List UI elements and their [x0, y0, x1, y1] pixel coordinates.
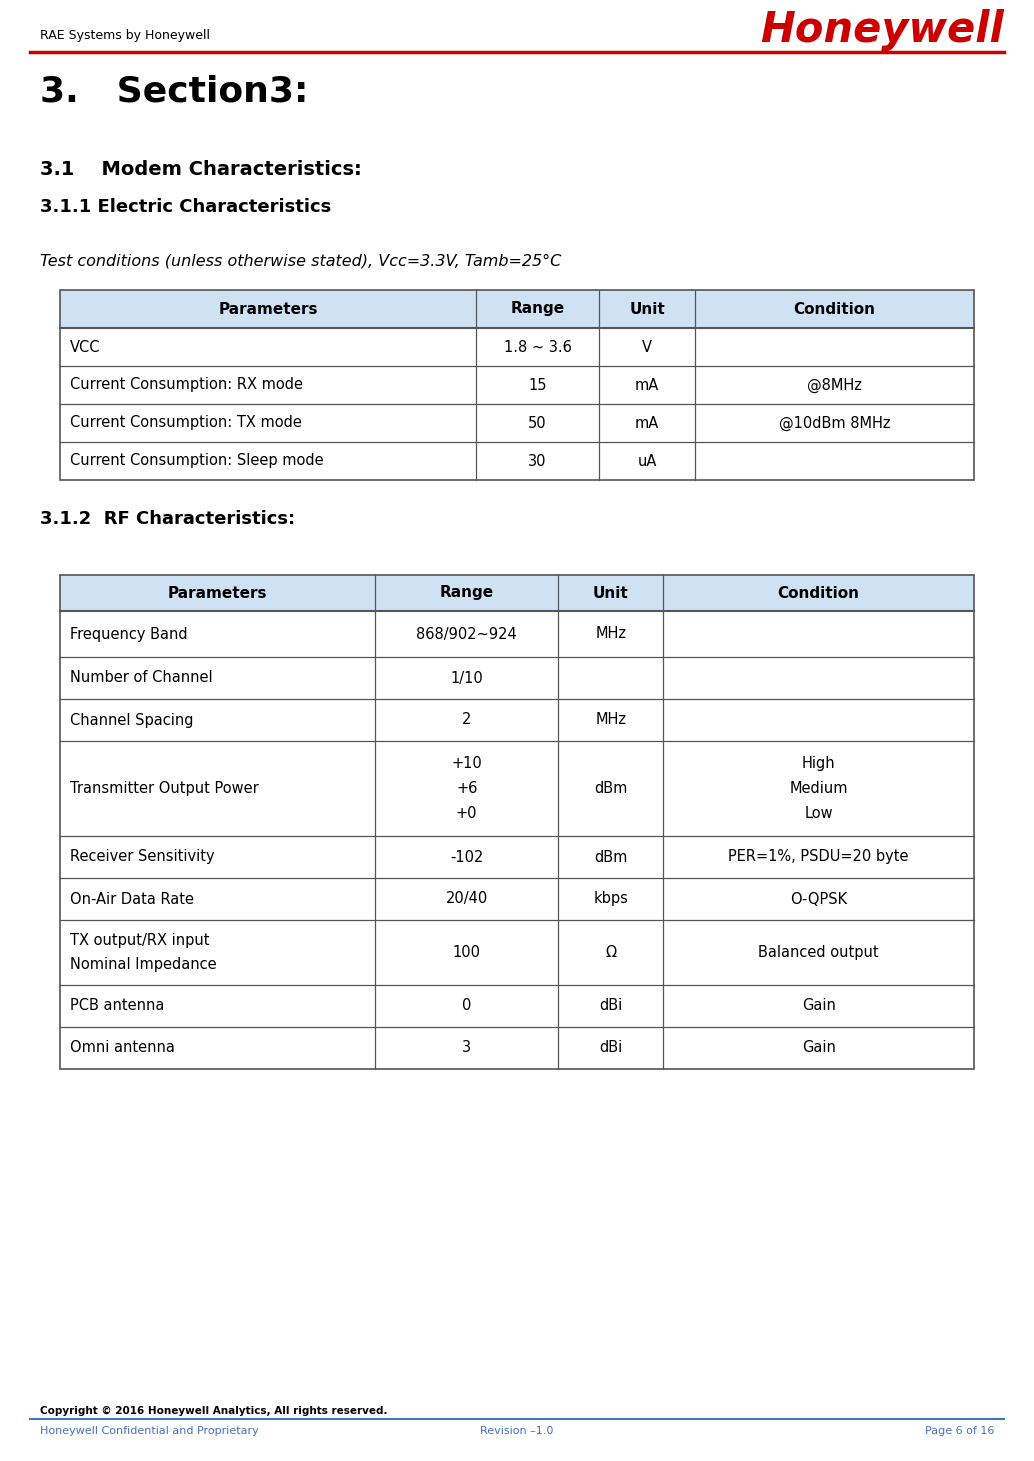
Text: 3.   Section3:: 3. Section3: [40, 75, 308, 110]
Text: Ω: Ω [605, 945, 616, 960]
Bar [60, 367, 974, 405]
Bar [60, 741, 974, 836]
Text: 0: 0 [462, 998, 472, 1014]
Text: Unit: Unit [630, 301, 665, 317]
Text: dBm: dBm [594, 849, 628, 865]
Bar [60, 1027, 974, 1069]
Text: Parameters: Parameters [168, 586, 268, 600]
Text: Range: Range [439, 586, 494, 600]
Text: Transmitter Output Power: Transmitter Output Power [70, 782, 258, 796]
Text: 100: 100 [453, 945, 481, 960]
Text: PCB antenna: PCB antenna [70, 998, 164, 1014]
Text: TX output/RX input: TX output/RX input [70, 934, 210, 948]
Text: Balanced output: Balanced output [758, 945, 879, 960]
Text: Test conditions (unless otherwise stated), Vcc=3.3V, Tamb=25°C: Test conditions (unless otherwise stated… [40, 254, 561, 269]
Bar [60, 611, 974, 657]
Text: PER=1%, PSDU=20 byte: PER=1%, PSDU=20 byte [728, 849, 909, 865]
Text: Honeywell Confidential and Proprietary: Honeywell Confidential and Proprietary [40, 1426, 258, 1436]
Text: 2: 2 [462, 713, 472, 728]
Text: 15: 15 [528, 377, 547, 393]
Text: Copyright © 2016 Honeywell Analytics, All rights reserved.: Copyright © 2016 Honeywell Analytics, Al… [40, 1405, 388, 1416]
Text: Page 6 of 16: Page 6 of 16 [924, 1426, 994, 1436]
Bar [60, 289, 974, 329]
Text: 3.1.2  RF Characteristics:: 3.1.2 RF Characteristics: [40, 510, 295, 527]
Text: Channel Spacing: Channel Spacing [70, 713, 193, 728]
Bar [60, 576, 974, 611]
Text: 30: 30 [528, 453, 547, 469]
Text: Current Consumption: TX mode: Current Consumption: TX mode [70, 415, 302, 431]
Text: 1/10: 1/10 [451, 671, 483, 685]
Text: RAE Systems by Honeywell: RAE Systems by Honeywell [40, 29, 210, 41]
Text: MHz: MHz [596, 627, 627, 641]
Text: +6: +6 [456, 782, 478, 796]
Text: @8MHz: @8MHz [808, 377, 862, 393]
Text: +0: +0 [456, 806, 478, 821]
Text: uA: uA [638, 453, 657, 469]
Bar [60, 289, 974, 481]
Text: MHz: MHz [596, 713, 627, 728]
Text: kbps: kbps [594, 891, 628, 906]
Text: Medium: Medium [789, 782, 848, 796]
Text: Parameters: Parameters [218, 301, 317, 317]
Text: Range: Range [511, 301, 565, 317]
Text: Receiver Sensitivity: Receiver Sensitivity [70, 849, 215, 865]
Text: 1.8 ~ 3.6: 1.8 ~ 3.6 [504, 339, 572, 355]
Text: dBm: dBm [594, 782, 628, 796]
Text: On-Air Data Rate: On-Air Data Rate [70, 891, 194, 906]
Text: Revision –1.0: Revision –1.0 [481, 1426, 553, 1436]
Text: @10dBm 8MHz: @10dBm 8MHz [779, 415, 890, 431]
Text: dBi: dBi [599, 998, 622, 1014]
Text: mA: mA [635, 377, 660, 393]
Text: O-QPSK: O-QPSK [790, 891, 847, 906]
Bar [60, 329, 974, 367]
Text: Honeywell: Honeywell [760, 9, 1004, 51]
Text: Current Consumption: Sleep mode: Current Consumption: Sleep mode [70, 453, 324, 469]
Text: -102: -102 [450, 849, 484, 865]
Text: +10: +10 [452, 755, 482, 771]
Text: Frequency Band: Frequency Band [70, 627, 187, 641]
Bar [60, 405, 974, 443]
Text: 50: 50 [528, 415, 547, 431]
Text: Number of Channel: Number of Channel [70, 671, 213, 685]
Text: VCC: VCC [70, 339, 100, 355]
Bar [60, 836, 974, 878]
Text: Current Consumption: RX mode: Current Consumption: RX mode [70, 377, 303, 393]
Text: Unit: Unit [592, 586, 629, 600]
Text: Low: Low [804, 806, 833, 821]
Bar [60, 698, 974, 741]
Bar [60, 985, 974, 1027]
Bar [60, 443, 974, 481]
Bar [60, 576, 974, 1069]
Text: 868/902~924: 868/902~924 [417, 627, 517, 641]
Text: Nominal Impedance: Nominal Impedance [70, 957, 217, 972]
Text: Condition: Condition [778, 586, 859, 600]
Text: 3.1.1 Electric Characteristics: 3.1.1 Electric Characteristics [40, 199, 331, 216]
Text: Gain: Gain [801, 998, 835, 1014]
Text: V: V [642, 339, 652, 355]
Text: Gain: Gain [801, 1040, 835, 1055]
Bar [60, 920, 974, 985]
Text: 3.1    Modem Characteristics:: 3.1 Modem Characteristics: [40, 161, 362, 180]
Text: High: High [801, 755, 835, 771]
Text: 3: 3 [462, 1040, 472, 1055]
Bar [60, 657, 974, 698]
Text: Omni antenna: Omni antenna [70, 1040, 175, 1055]
Text: 20/40: 20/40 [446, 891, 488, 906]
Text: dBi: dBi [599, 1040, 622, 1055]
Bar [60, 878, 974, 920]
Text: mA: mA [635, 415, 660, 431]
Text: Condition: Condition [794, 301, 876, 317]
